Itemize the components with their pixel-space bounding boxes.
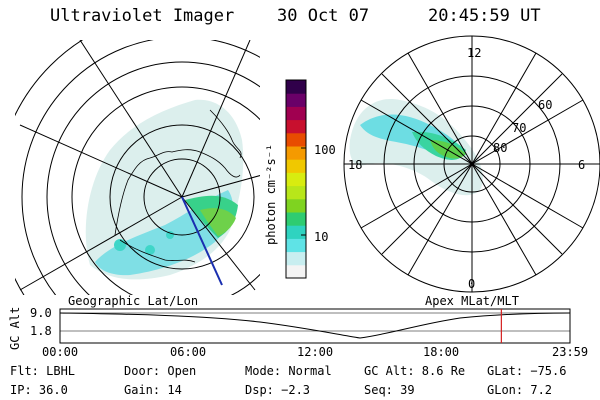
colorbar-segment <box>286 80 306 94</box>
mlat-label-80: 80 <box>493 141 508 155</box>
colorbar-segment <box>286 146 306 160</box>
time-tick-1200: 12:00 <box>297 345 334 359</box>
colorbar-segment <box>286 264 306 279</box>
colorbar-segment <box>286 172 306 187</box>
mlt-label-6: 6 <box>578 158 586 172</box>
status-door: Door: Open <box>124 364 197 378</box>
colorbar-segment <box>286 132 306 147</box>
altitude-y-tick-1.8: 1.8 <box>30 324 52 338</box>
colorbar-segment <box>286 225 306 239</box>
colorbar-segment <box>286 106 306 121</box>
status-gain: Gain: 14 <box>124 383 182 397</box>
status-gc-alt: GC Alt: 8.6 Re <box>364 364 466 378</box>
coastline-upper <box>209 109 242 159</box>
mlt-label-12: 12 <box>467 46 482 60</box>
coastline <box>114 149 241 263</box>
mlat-label-70: 70 <box>512 121 527 135</box>
geographic-panel-label: Geographic Lat/Lon <box>68 294 199 308</box>
time-label: 20:45:59 UT <box>428 6 541 26</box>
altitude-plot-frame <box>59 308 571 344</box>
time-tick-0600: 06:00 <box>170 345 207 359</box>
colorbar-segment <box>286 93 306 107</box>
noon-meridian-line <box>181 196 223 286</box>
status-ip: IP: 36.0 <box>10 383 68 397</box>
status-mode: Mode: Normal <box>245 364 332 378</box>
mlat-label-60: 60 <box>538 98 553 112</box>
colorbar-segment <box>286 212 306 226</box>
geographic-map <box>15 40 260 295</box>
status-glat: GLat: −75.6 <box>487 364 567 378</box>
date-label: 30 Oct 07 <box>277 6 370 26</box>
latitude-circles <box>15 40 260 295</box>
colorbar-segment <box>286 119 306 134</box>
colorbar-tick-10: 10 <box>314 230 329 244</box>
status-filter: Flt: LBHL <box>10 364 76 378</box>
colorbar-segment <box>286 159 306 173</box>
colorbar-unit-label: photon cm⁻²s⁻¹ <box>264 143 278 245</box>
magnetic-panel-label: Apex MLat/MLT <box>425 294 519 308</box>
status-dsp: Dsp: −2.3 <box>245 383 311 397</box>
colorbar-segment <box>286 198 306 213</box>
magnetic-polar-plot <box>343 35 600 293</box>
altitude-y-label: GC Alt <box>8 306 22 350</box>
instrument-title: Ultraviolet Imager <box>50 6 235 26</box>
colorbar <box>285 79 307 279</box>
mlt-label-0: 0 <box>468 277 476 291</box>
altitude-curve <box>59 312 571 339</box>
status-glon: GLon: 7.2 <box>487 383 553 397</box>
longitude-lines <box>19 40 260 291</box>
altitude-plot <box>59 308 571 344</box>
colorbar-tick-100: 100 <box>314 143 336 157</box>
colorbar-segment <box>286 238 306 253</box>
colorbar-frame <box>285 79 307 279</box>
colorbar-segment <box>286 185 306 200</box>
mlt-label-18: 18 <box>348 158 363 172</box>
time-tick-0000: 00:00 <box>42 345 79 359</box>
colorbar-segment <box>286 251 306 266</box>
time-tick-2359: 23:59 <box>552 345 589 359</box>
time-tick-1800: 18:00 <box>423 345 460 359</box>
mlt-lines <box>344 36 600 292</box>
status-seq: Seq: 39 <box>364 383 415 397</box>
altitude-y-tick-9: 9.0 <box>30 306 52 320</box>
